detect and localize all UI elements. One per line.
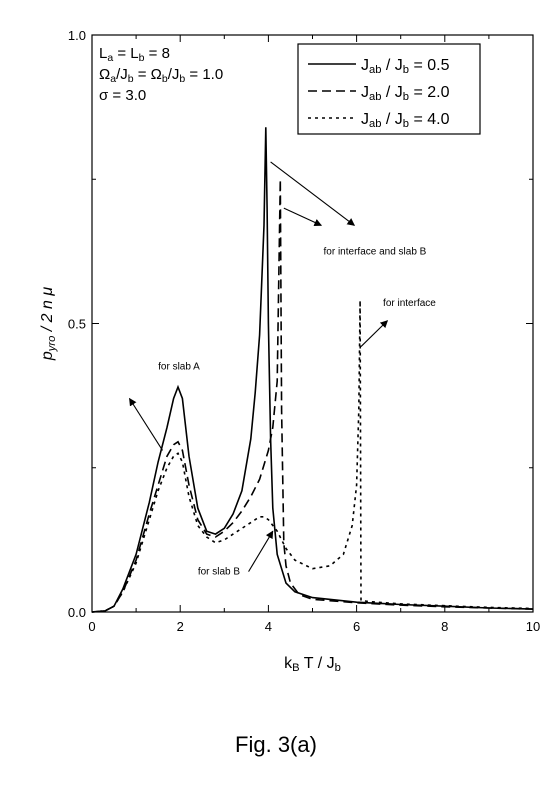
- x-tick-label: 10: [526, 619, 540, 634]
- annotation-label-3: for slab A: [158, 362, 200, 373]
- chart: 0 2 4 6 8 10 0.0 0.5 1.0 kB T / Jb pyro / 2 n μ Jab…: [39, 28, 540, 674]
- annotation-label-4: for slab B: [198, 566, 241, 577]
- legend-label-1: Jab / Jb = 0.5: [361, 57, 450, 76]
- annotation-label-1: for interface and slab B: [324, 246, 427, 257]
- annotation-arrow: [129, 397, 164, 451]
- x-axis-label: kB T / Jb: [284, 655, 341, 674]
- parameter-text-2: Ωa/Jb = Ωb/Jb = 1.0: [99, 66, 223, 85]
- annotation-arrow: [283, 207, 323, 226]
- annotation-arrow: [360, 320, 389, 347]
- y-axis-label: pyro / 2 n μ: [39, 287, 58, 361]
- x-tick-label: 8: [441, 619, 448, 634]
- series-line-3: [91, 300, 534, 613]
- parameter-text-1: La = Lb = 8: [99, 45, 170, 64]
- y-tick-label: 0.5: [68, 317, 86, 332]
- series-line-2: [91, 179, 534, 613]
- y-tick-label: 0.0: [68, 605, 86, 620]
- annotation-arrow: [248, 530, 274, 572]
- annotation-label-2: for interface: [383, 298, 436, 309]
- annotation-arrow: [270, 161, 356, 226]
- parameter-text-3: σ = 3.0: [99, 87, 146, 104]
- legend-label-3: Jab / Jb = 4.0: [361, 111, 450, 130]
- y-tick-label: 1.0: [68, 28, 86, 43]
- x-tick-label: 2: [177, 619, 184, 634]
- legend-box: [297, 43, 481, 135]
- legend-label-2: Jab / Jb = 2.0: [361, 84, 450, 103]
- x-tick-label: 6: [353, 619, 360, 634]
- figure-caption: Fig. 3(a): [235, 732, 317, 757]
- x-tick-label: 0: [88, 619, 95, 634]
- x-tick-label: 4: [265, 619, 272, 634]
